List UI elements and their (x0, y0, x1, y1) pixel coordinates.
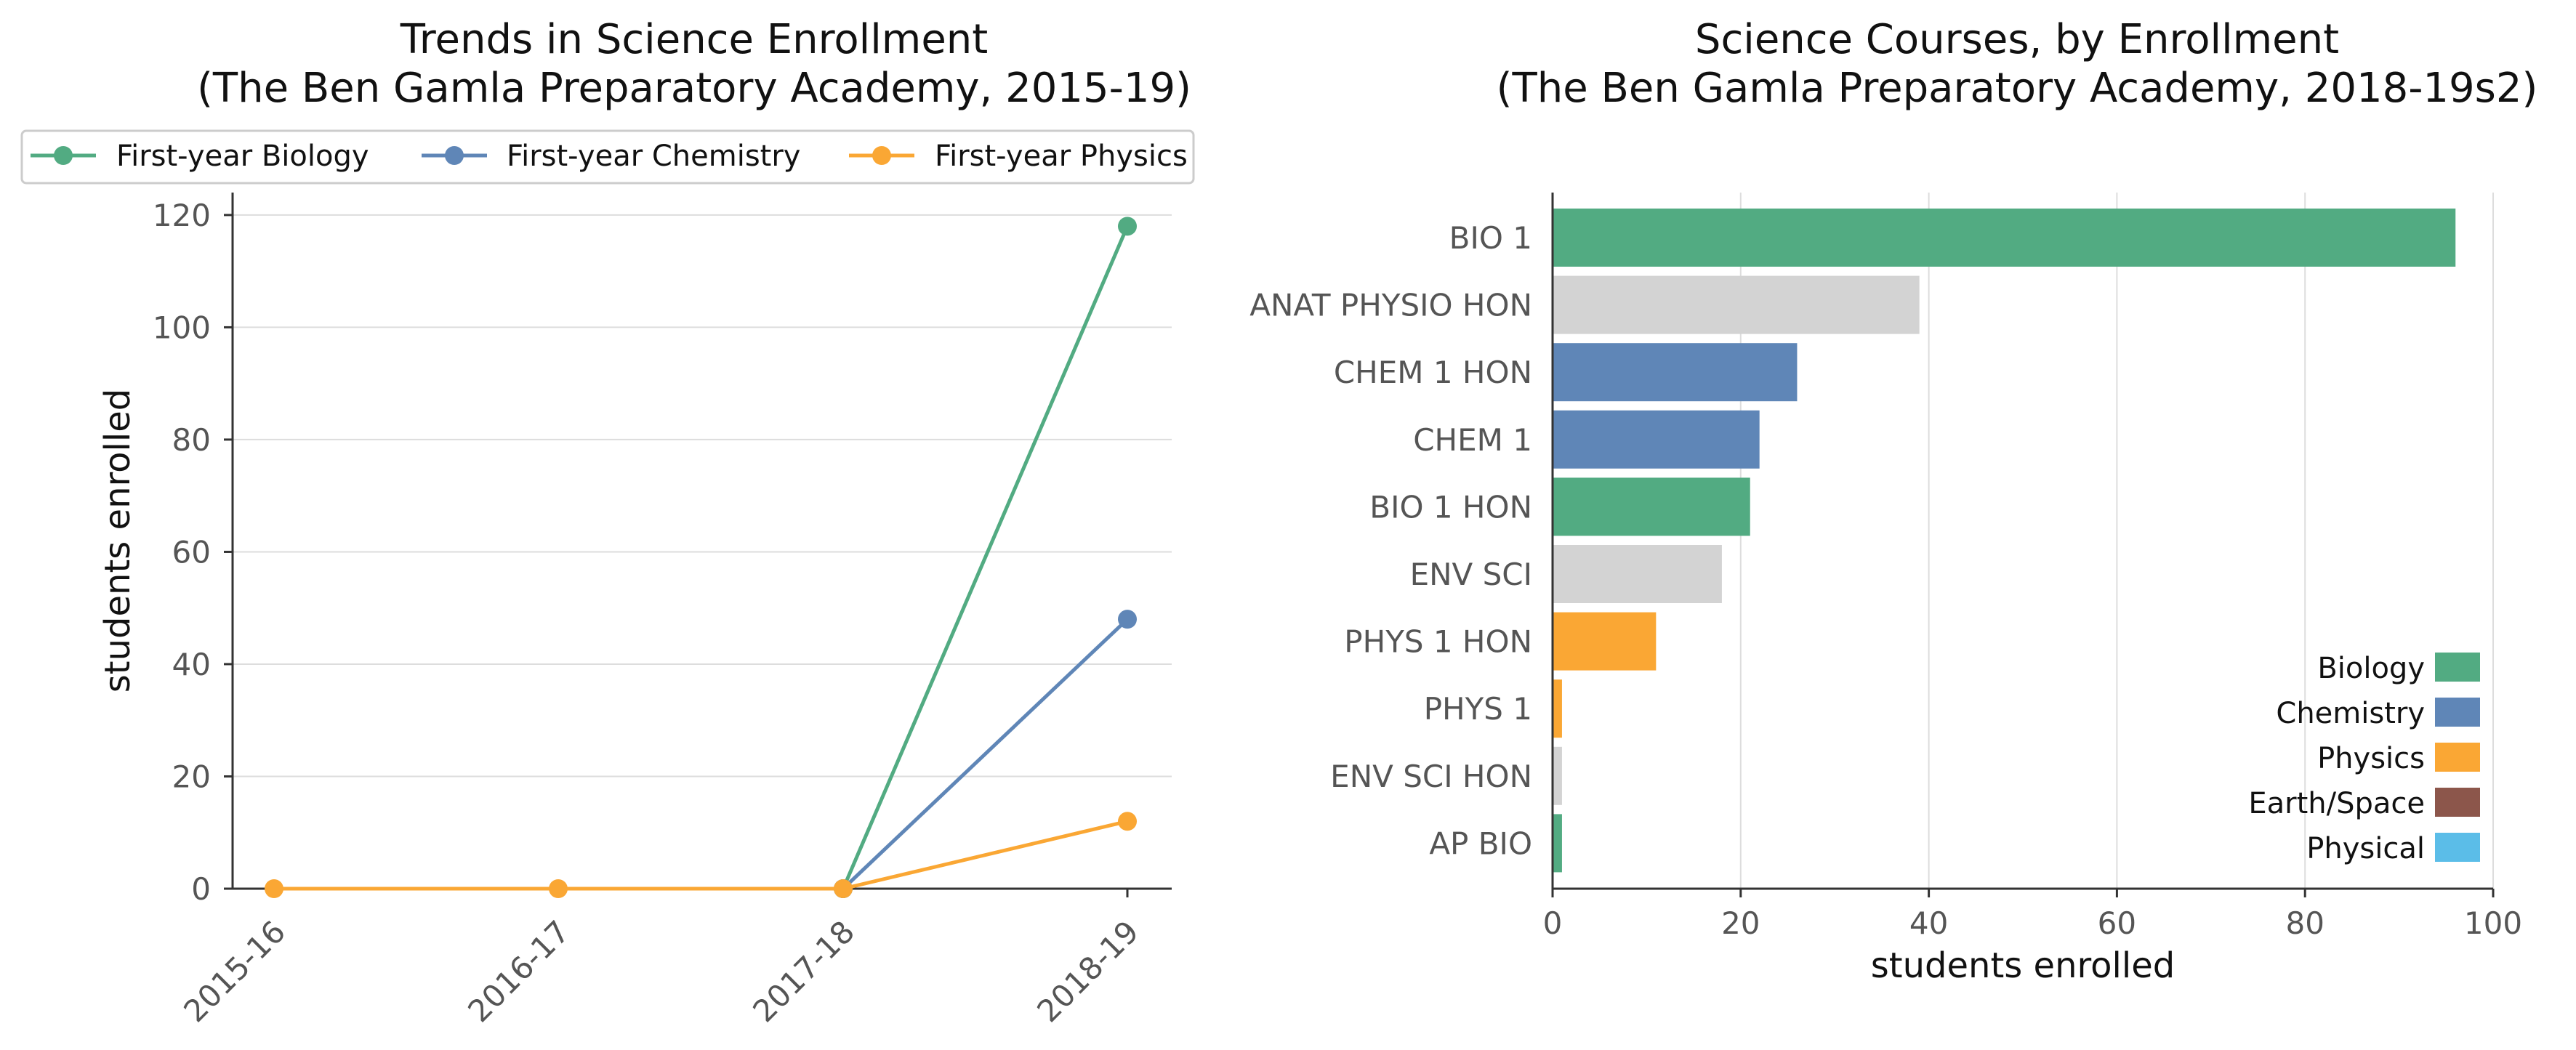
bar-chart-x-axis-label: students enrolled (1871, 945, 2175, 986)
y-tick-label: 120 (153, 198, 211, 233)
x-tick-label: 2015-16 (177, 913, 292, 1029)
bar (1553, 679, 1562, 738)
bar (1553, 343, 1798, 402)
x-tick-label: 100 (2464, 905, 2522, 941)
legend-frame (20, 129, 1195, 185)
series-first-year-physics (265, 812, 1137, 898)
legend-label: Biology (2317, 652, 2425, 685)
category-label: PHYS 1 HON (1344, 624, 1532, 660)
data-point (834, 879, 853, 898)
x-tick-label: 2018-19 (1030, 913, 1146, 1029)
line-chart: Trends in Science Enrollment (The Ben Ga… (20, 16, 1195, 1029)
data-point (1118, 610, 1137, 629)
line-chart-title-line-2: (The Ben Gamla Preparatory Academy, 2015… (197, 65, 1191, 112)
category-label: BIO 1 (1449, 220, 1532, 256)
data-point (549, 879, 568, 898)
bar-chart-bars (1553, 209, 2456, 873)
legend-label: Physics (2317, 742, 2425, 775)
legend-label: Earth/Space (2248, 787, 2425, 820)
legend-label-physics: First-year Physics (935, 140, 1188, 173)
bar-chart-category-labels: BIO 1 ANAT PHYSIO HON CHEM 1 HON CHEM 1 BIO … (1249, 220, 1532, 861)
category-label: PHYS 1 (1424, 691, 1532, 727)
legend-label-biology: First-year Biology (116, 140, 369, 173)
legend-marker-chemistry (445, 146, 464, 165)
category-label: ENV SCI HON (1330, 759, 1532, 794)
y-tick-label: 80 (172, 422, 211, 458)
category-label: CHEM 1 (1413, 422, 1532, 458)
y-tick-label: 20 (172, 759, 211, 794)
y-tick-label: 40 (172, 647, 211, 682)
bar-chart-legend: Biology Chemistry Physics Earth/Space Physic… (2248, 652, 2480, 865)
category-label: ANAT PHYSIO HON (1249, 288, 1532, 323)
data-point (265, 879, 283, 898)
line-chart-series (265, 217, 1137, 898)
bar (1553, 209, 2456, 267)
legend-label-chemistry: First-year Chemistry (507, 140, 800, 173)
line-chart-y-ticks: 0 20 40 60 80 100 120 (153, 198, 233, 907)
line-chart-x-ticks: 2015-16 2016-17 2017-18 2018-19 (177, 889, 1146, 1029)
series-first-year-biology (834, 217, 1137, 898)
legend-label: Physical (2306, 832, 2425, 865)
y-tick-label: 0 (191, 871, 211, 907)
bar (1553, 410, 1760, 469)
bar-chart-x-ticks: 0 20 40 60 80 100 (1543, 889, 2522, 941)
series-line (274, 819, 1128, 891)
line-chart-title-line-1: Trends in Science Enrollment (400, 16, 988, 63)
line-chart-gridlines (233, 214, 1172, 778)
legend-label: Chemistry (2276, 697, 2425, 730)
x-tick-label: 40 (1909, 905, 1948, 941)
bar (1553, 275, 1920, 334)
legend-swatch (2435, 698, 2480, 727)
category-label: BIO 1 HON (1369, 489, 1532, 525)
category-label: CHEM 1 HON (1334, 355, 1532, 390)
legend-swatch (2435, 788, 2480, 817)
bar (1553, 746, 1562, 805)
data-point (1118, 812, 1137, 831)
bar (1553, 477, 1750, 536)
legend-marker-physics (872, 146, 891, 165)
legend-swatch (2435, 743, 2480, 772)
x-tick-label: 2016-17 (461, 913, 576, 1029)
line-chart-legend: First-year Biology First-year Chemistry … (20, 129, 1195, 185)
data-point (1118, 217, 1137, 236)
x-tick-label: 2017-18 (746, 913, 861, 1029)
x-tick-label: 20 (1721, 905, 1760, 941)
bar (1553, 612, 1657, 671)
x-tick-label: 0 (1543, 905, 1563, 941)
category-label: ENV SCI (1410, 557, 1532, 592)
bar (1553, 814, 1562, 873)
legend-marker-biology (54, 146, 73, 165)
bar (1553, 545, 1722, 603)
bar-chart-title-line-2: (The Ben Gamla Preparatory Academy, 2018… (1497, 65, 2538, 112)
line-chart-y-axis-label: students enrolled (97, 389, 138, 692)
y-tick-label: 60 (172, 534, 211, 570)
bar-chart-title-line-1: Science Courses, by Enrollment (1695, 16, 2339, 63)
series-line (841, 225, 1130, 889)
legend-swatch (2435, 833, 2480, 862)
x-tick-label: 60 (2098, 905, 2136, 941)
x-tick-label: 80 (2285, 905, 2324, 941)
bar-chart: Science Courses, by Enrollment (The Ben … (1249, 16, 2537, 986)
category-label: AP BIO (1429, 825, 1532, 861)
series-line (842, 618, 1129, 890)
y-tick-label: 100 (153, 310, 211, 345)
legend-swatch (2435, 653, 2480, 682)
